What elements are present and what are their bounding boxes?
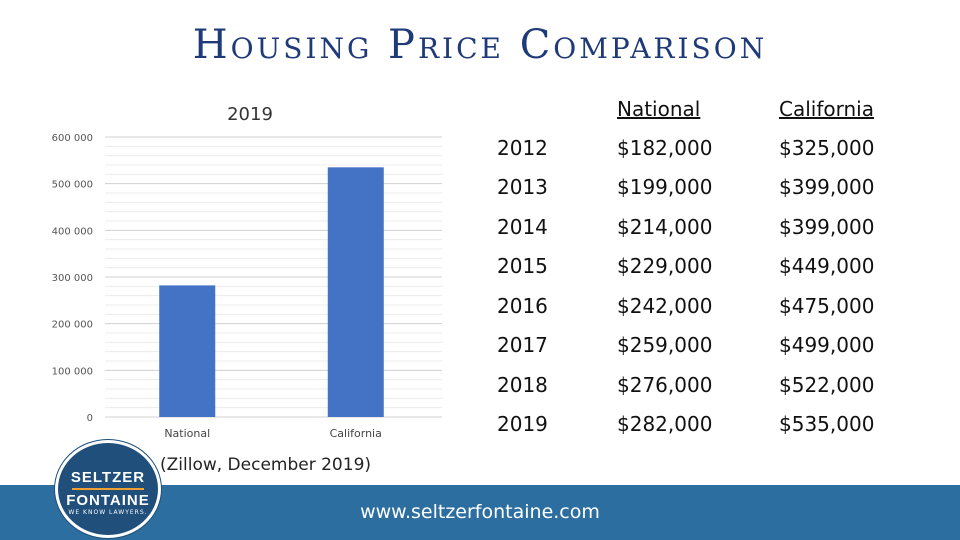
national-price-cell: $282,000 (617, 412, 713, 437)
national-price-cell: $259,000 (617, 333, 713, 358)
year-cell: 2019 (497, 412, 548, 437)
header-year (485, 90, 617, 128)
bar-national (159, 285, 216, 417)
year-cell: 2012 (497, 135, 548, 160)
chart-title: 2019 (227, 104, 273, 125)
y-tick-label: 0 (87, 413, 93, 424)
source-note: (Zillow, December 2019) (160, 455, 372, 475)
y-tick-label: 100 000 (52, 366, 93, 377)
table-row: 2018 $276,000 $522,000 (485, 365, 949, 405)
california-price-cell: $399,000 (779, 214, 875, 239)
y-tick-label: 500 000 (52, 180, 93, 191)
table-row: 2012 $182,000 $325,000 (485, 128, 949, 168)
year-cell: 2013 (497, 175, 548, 200)
logo-line2: FONTAINE (66, 492, 150, 509)
x-tick-label: National (164, 427, 210, 440)
california-price-cell: $535,000 (779, 412, 875, 437)
year-cell: 2014 (497, 214, 548, 239)
table-row: 2013 $199,000 $399,000 (485, 168, 949, 208)
table-row: 2017 $259,000 $499,000 (485, 326, 949, 366)
california-price-cell: $449,000 (779, 254, 875, 279)
header-california: California (779, 97, 874, 121)
bar-california (327, 167, 384, 417)
national-price-cell: $276,000 (617, 372, 713, 397)
year-cell: 2016 (497, 293, 548, 318)
table-row: 2019 $282,000 $535,000 (485, 405, 949, 445)
california-price-cell: $499,000 (779, 333, 875, 358)
firm-logo: SELTZER FONTAINE WE KNOW LAWYERS. (55, 440, 161, 538)
bar-chart: 2019 0 100 000 200 000 300 000 400 000 500 000… (52, 104, 442, 440)
table-header-row: National California (485, 90, 949, 128)
logo-line1: SELTZER (70, 469, 146, 486)
california-price-cell: $325,000 (779, 135, 875, 160)
national-price-cell: $182,000 (617, 135, 713, 160)
price-table: National California 2012 $182,000 $325,0… (485, 90, 949, 444)
slide-title: Housing Price Comparison (192, 22, 768, 68)
x-tick-label: California (330, 427, 382, 440)
year-cell: 2018 (497, 372, 548, 397)
national-price-cell: $229,000 (617, 254, 713, 279)
y-tick-label: 200 000 (52, 320, 93, 331)
y-tick-label: 300 000 (52, 273, 93, 284)
table-row: 2016 $242,000 $475,000 (485, 286, 949, 326)
year-cell: 2017 (497, 333, 548, 358)
national-price-cell: $214,000 (617, 214, 713, 239)
national-price-cell: $242,000 (617, 293, 713, 318)
table-row: 2014 $214,000 $399,000 (485, 207, 949, 247)
year-cell: 2015 (497, 254, 548, 279)
logo-divider (72, 488, 144, 490)
california-price-cell: $399,000 (779, 175, 875, 200)
california-price-cell: $522,000 (779, 372, 875, 397)
california-price-cell: $475,000 (779, 293, 875, 318)
table-row: 2015 $229,000 $449,000 (485, 247, 949, 287)
logo-tagline: WE KNOW LAWYERS. (68, 509, 148, 516)
national-price-cell: $199,000 (617, 175, 713, 200)
footer-url[interactable]: www.seltzerfontaine.com (360, 501, 600, 523)
y-tick-label: 400 000 (52, 226, 93, 237)
y-tick-label: 600 000 (52, 133, 93, 144)
header-national: National (617, 97, 701, 121)
